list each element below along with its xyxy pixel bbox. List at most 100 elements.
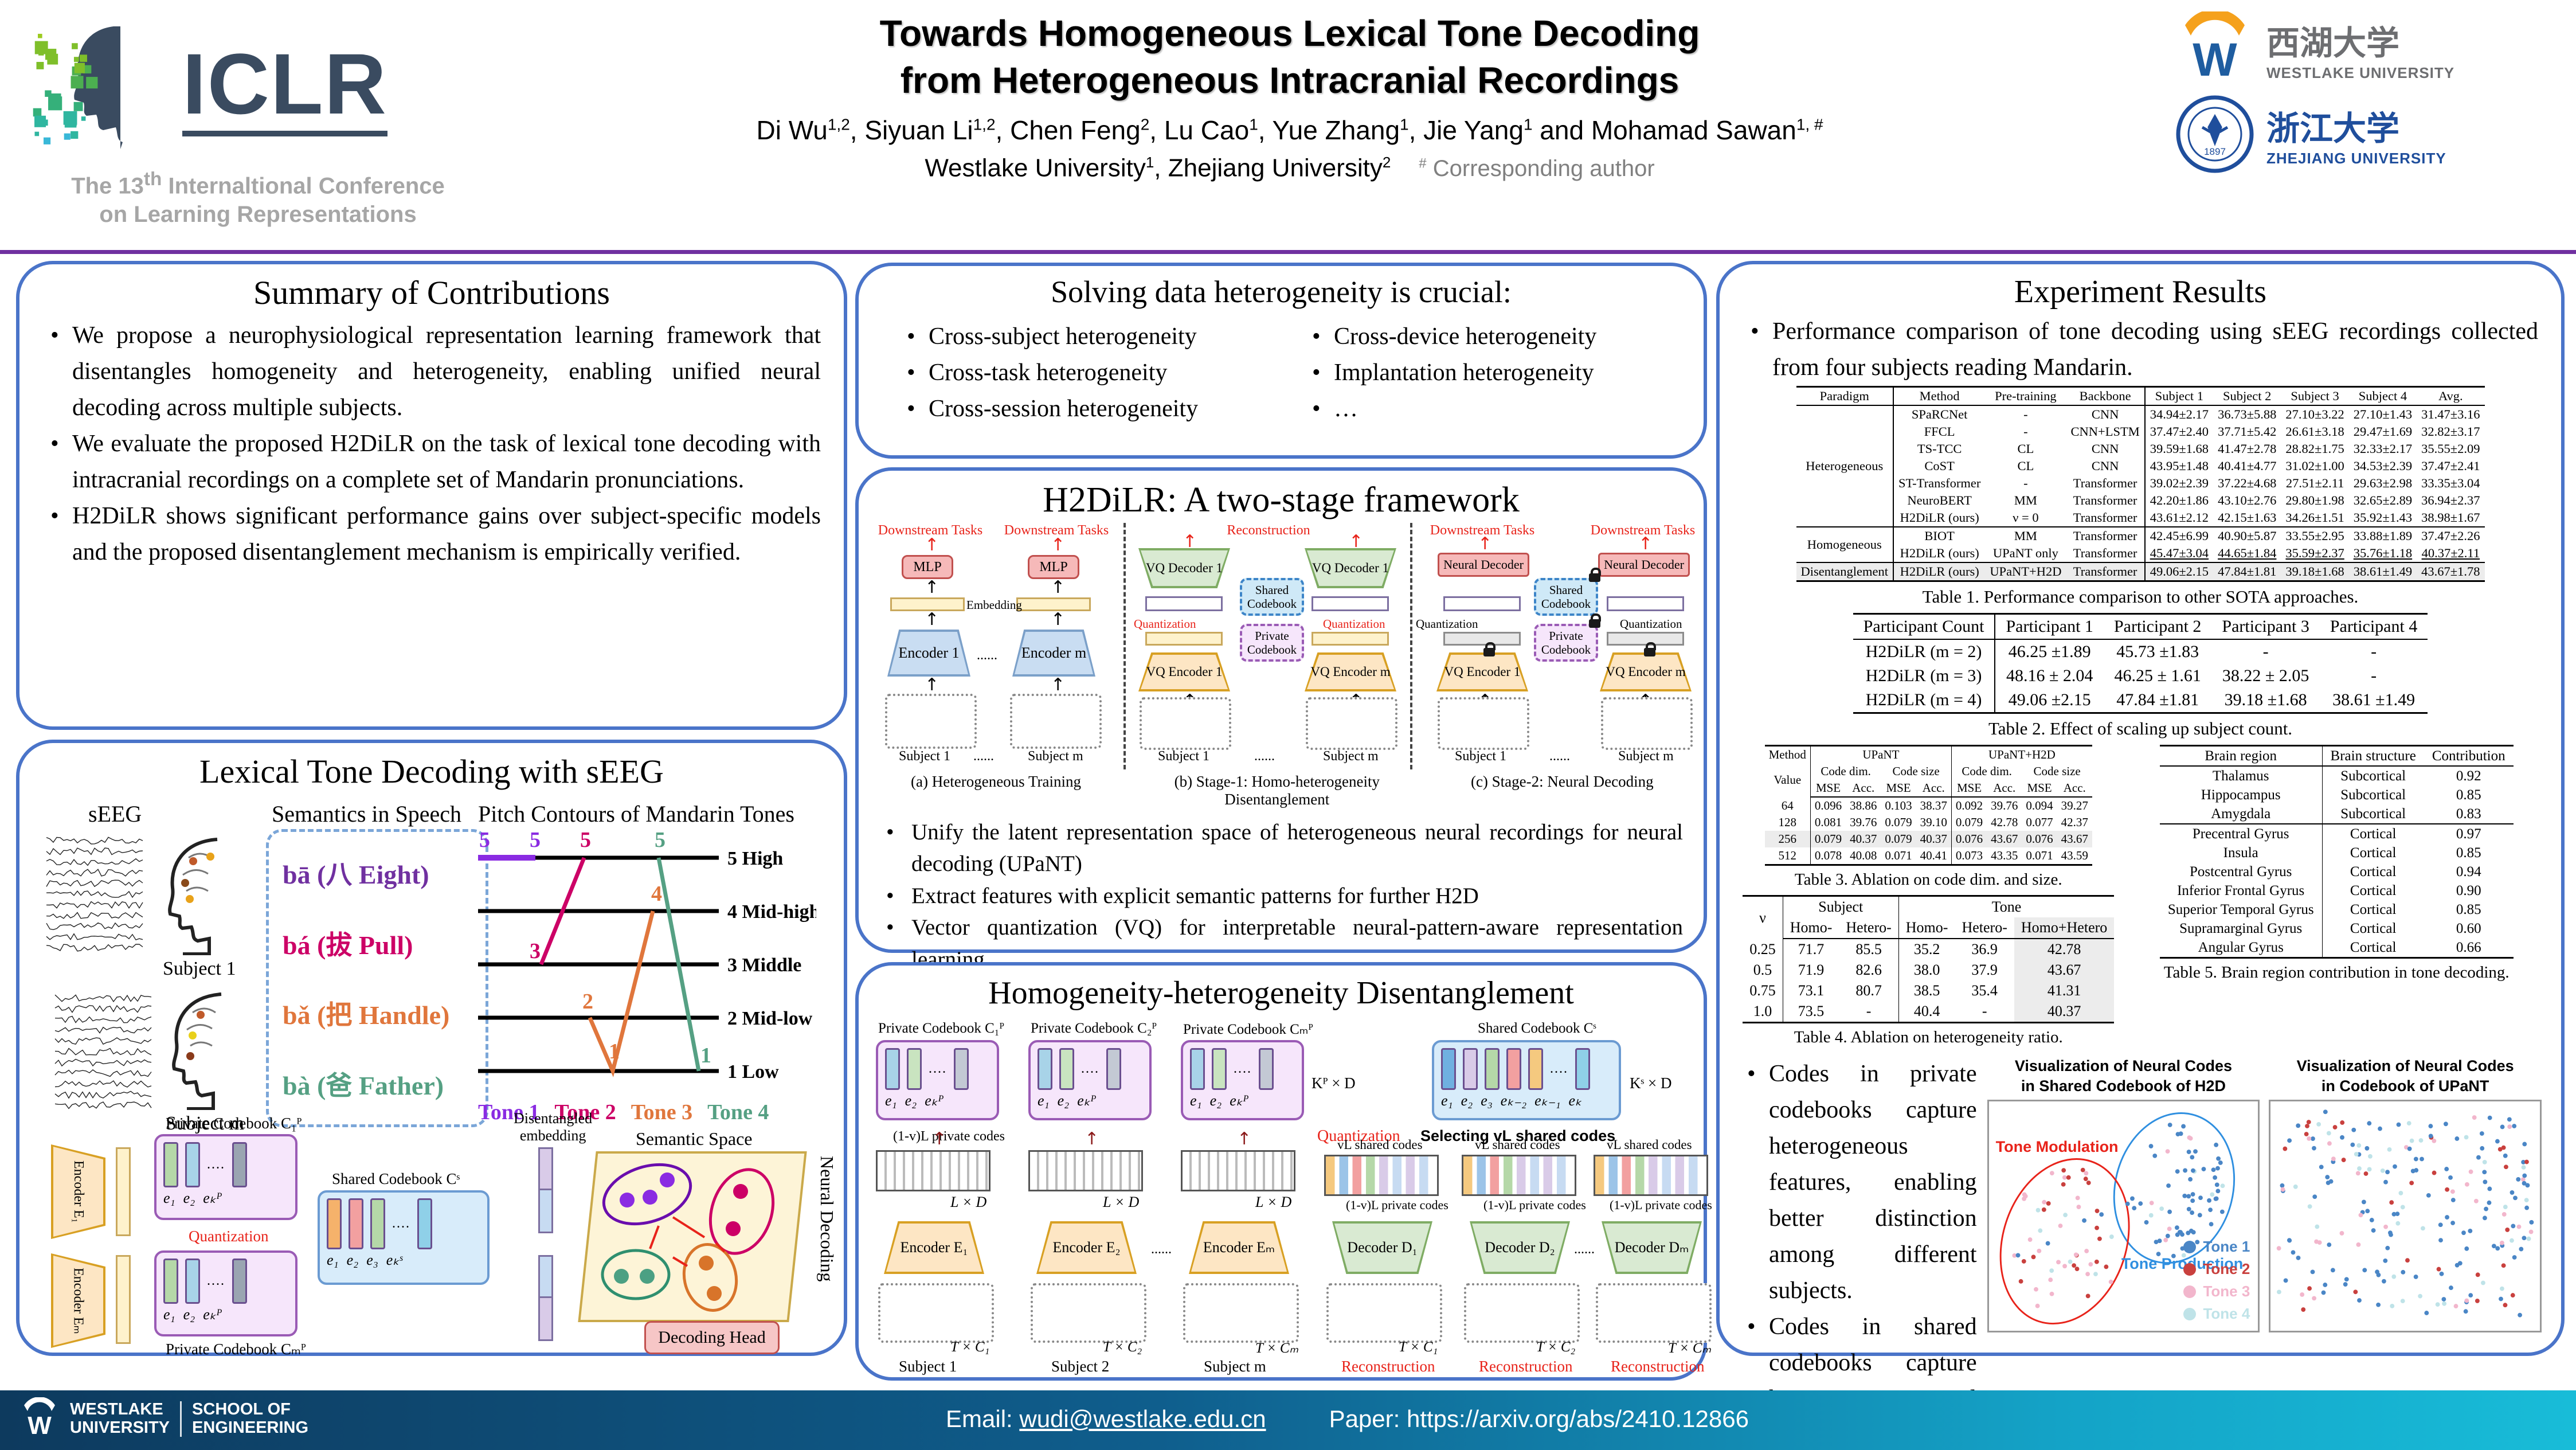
table-cell: 0.094 [2026, 799, 2053, 812]
pixel-tile [71, 120, 77, 126]
scatter-point [2129, 1196, 2135, 1201]
scatter-point [2131, 1206, 2136, 1211]
subject-label: Subject m [1204, 1358, 1266, 1375]
scatter-point [2461, 1230, 2467, 1236]
pixel-tile [34, 41, 48, 54]
table-cell: CoST [1924, 459, 1955, 473]
lexical-title: Lexical Tone Decoding with sEEG [199, 753, 664, 790]
tone-legend-item: Tone 4 [707, 1100, 769, 1124]
scatter-point [2362, 1268, 2367, 1273]
ks-dim-label: Kˢ × D [1630, 1074, 1672, 1092]
scatter-point [2357, 1298, 2362, 1303]
txc-label: T × C₂ [1536, 1339, 1576, 1355]
pixel-tile [83, 65, 92, 74]
code-vector-label: e₁ [1190, 1092, 1202, 1109]
scatter-point [2332, 1125, 2338, 1130]
semantic-space-label: Semantic Space [636, 1128, 753, 1149]
vl-label: vL shared codes [1337, 1138, 1423, 1152]
scatter-point [2180, 1124, 2186, 1129]
scatter-point [2502, 1212, 2507, 1217]
table-cell: 45.73 ±1.83 [2116, 642, 2199, 661]
vq-encoder-m: VQ Encoder m [1305, 652, 1396, 691]
quantized-embedding-bar [1145, 596, 1223, 611]
table-cell: 73.5 [1783, 1001, 1839, 1023]
code-vector-bar [954, 1048, 969, 1091]
westlake-logo-row: W 西湖大学 WESTLAKE UNIVERSITY [2175, 11, 2553, 86]
code-vector-bar [1038, 1048, 1052, 1091]
table2-caption: Table 2. Effect of scaling up subject co… [1988, 718, 2293, 738]
scatter-point [2465, 1182, 2470, 1187]
scatter-point [2062, 1175, 2067, 1180]
scatter-point [2351, 1128, 2356, 1132]
frozen-embedding-bar [1443, 632, 1521, 646]
table-cell: 40.37 [1916, 831, 1952, 847]
subjectm-label: Subject m [166, 1113, 244, 1134]
table-cell: Insula [2159, 843, 2323, 862]
scatter-point [2391, 1274, 2397, 1279]
scatter-point [2137, 1201, 2143, 1206]
scatter-point [2307, 1120, 2311, 1125]
scatter-point [2468, 1229, 2473, 1234]
scatter-point [2027, 1237, 2033, 1242]
scatter-point [2321, 1290, 2326, 1295]
scatter-point [2175, 1232, 2180, 1237]
table-cell: Transformer [2066, 562, 2146, 582]
scatter-point [2391, 1211, 2397, 1217]
scatter-point [2045, 1241, 2050, 1246]
semantics-label: Semantics in Speech [272, 801, 462, 827]
table-cell: 39.18±1.68 [2281, 562, 2349, 582]
table-cell: 36.9 [1971, 941, 1998, 957]
table-cell: 43.95±1.48 [2150, 459, 2209, 473]
table-cell: 42.78 [2014, 939, 2115, 960]
table-header-cell: Participant Count [1853, 613, 1996, 640]
pixel-tile [47, 53, 58, 65]
scatter-point [2529, 1220, 2534, 1225]
email-link[interactable]: wudi@westlake.edu.cn [1019, 1405, 1266, 1432]
pixel-tile [34, 131, 40, 136]
scatter-point [2409, 1181, 2414, 1186]
scatter-point [2519, 1246, 2524, 1252]
table-cell: SPaRCNet [1893, 405, 1986, 423]
table-cell: 0.75 [1743, 980, 1783, 1001]
table-cell: 40.37±2.11 [2421, 546, 2480, 560]
table-cell: 0.94 [2456, 863, 2481, 880]
scatter-point [2438, 1238, 2444, 1243]
scatter-point [2513, 1195, 2518, 1201]
table-header-cell: MSE [1881, 780, 1916, 798]
reconstruction-label: Reconstruction [1341, 1358, 1435, 1375]
code-vector-label: eₖᴾ [1230, 1092, 1248, 1109]
table-cell: 0.5 [1743, 960, 1783, 980]
semantic-space-clusters [601, 1163, 775, 1312]
mixed-code-bar [1462, 1155, 1576, 1196]
table-cell: ν = 0 [2013, 510, 2039, 525]
private-codebook-box: Private Codebook [1240, 624, 1304, 662]
scatter-point [2061, 1168, 2066, 1173]
scatter-point [2296, 1123, 2301, 1128]
paper-link[interactable]: https://arxiv.org/abs/2410.12866 [1406, 1405, 1749, 1432]
latent-bar [1028, 1150, 1143, 1191]
table-cell: Cortical [2350, 882, 2397, 898]
pixel-tile [80, 54, 87, 62]
results-bullet: Performance comparison of tone decoding … [1743, 314, 2538, 386]
txc-label: T × C₁ [950, 1339, 990, 1355]
ellipsis: .... [1550, 1061, 1568, 1077]
code-vector-label: e₁ [1038, 1092, 1050, 1109]
table-cell: Supramarginal Gyrus [2159, 919, 2323, 938]
table-header-cell: MSE [1951, 780, 1987, 798]
scatter-point [2464, 1309, 2468, 1314]
scatter-point [2293, 1185, 2298, 1189]
scatter-point [2367, 1121, 2372, 1126]
table-cell: Inferior Frontal Gyrus [2159, 881, 2323, 900]
subject1-label: Subject 1 [163, 958, 236, 979]
table3-caption: Table 3. Ablation on code dim. and size. [1794, 870, 2062, 889]
ellipsis: .... [929, 1061, 947, 1077]
table-cell: 0.97 [2424, 823, 2514, 843]
scatter-point [2411, 1168, 2416, 1174]
table-cell: 40.08 [1846, 847, 1881, 866]
scatter-point [2062, 1213, 2068, 1218]
scatter-point [2097, 1236, 2102, 1241]
table-cell: 39.76 [1991, 799, 2018, 812]
bullet-item: Cross-session heterogeneity [899, 391, 1258, 427]
table-cell: 39.18 ±1.68 [2211, 688, 2320, 714]
table-header-cell: Homo- [1898, 917, 1955, 939]
